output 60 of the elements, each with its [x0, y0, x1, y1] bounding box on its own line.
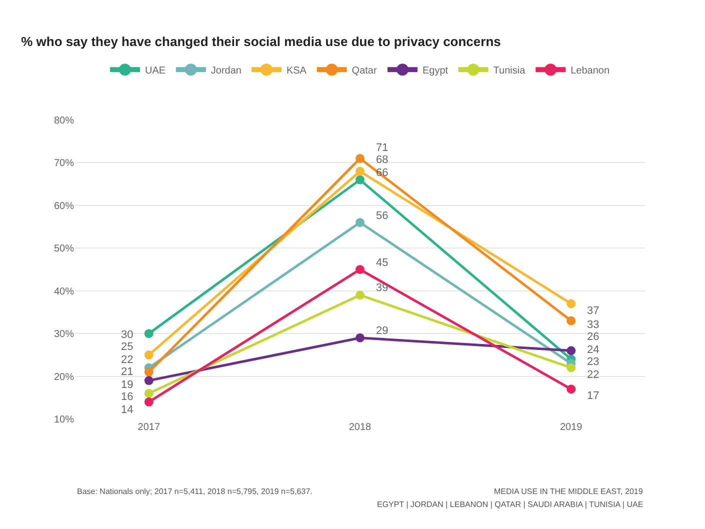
legend-label: UAE: [145, 66, 166, 77]
point: [566, 363, 576, 372]
data-label: 14: [121, 404, 134, 416]
y-tick-label: 20%: [54, 372, 74, 383]
point: [566, 316, 576, 326]
point: [356, 166, 364, 176]
text: EGYPT | JORDAN | LEBANON | QATAR | SAUDI ARABIA | TUNISIA | UAE: [377, 500, 644, 509]
data-label: 19: [121, 379, 134, 391]
point: [144, 350, 154, 360]
data-label: 23: [587, 356, 600, 368]
text: MEDIA USE IN THE MIDDLE EAST, 2019: [494, 487, 644, 496]
data-label: 22: [121, 354, 134, 366]
data-label: 21: [121, 366, 134, 378]
data-label: 25: [121, 341, 134, 353]
y-tick-label: 70%: [54, 158, 74, 170]
data-label: 56: [376, 210, 388, 222]
point: [356, 154, 364, 163]
data-label: 39: [376, 282, 388, 294]
legend-label: Tunisia: [493, 66, 526, 77]
data-label: 29: [376, 325, 388, 337]
x-tick-label: 2018: [348, 422, 372, 433]
point: [566, 384, 576, 394]
data-label: 68: [376, 154, 388, 166]
y-tick-label: 10%: [54, 414, 74, 426]
y-tick-label: 40%: [54, 286, 74, 298]
data-label: 30: [121, 329, 134, 341]
point: [356, 175, 364, 184]
y-tick-label: 30%: [54, 329, 74, 340]
data-label: 22: [587, 369, 600, 381]
legend-label: Lebanon: [570, 66, 610, 77]
y-tick-label: 80%: [54, 116, 74, 126]
data-label: 17: [587, 390, 600, 402]
data-label: 71: [376, 142, 388, 154]
legend-label: KSA: [286, 66, 307, 77]
point: [144, 368, 154, 377]
legend-label: Qatar: [352, 66, 378, 77]
data-label: 37: [587, 305, 600, 317]
point: [356, 290, 364, 300]
data-label: 26: [587, 331, 600, 343]
point: [356, 218, 364, 228]
data-label: 33: [587, 319, 600, 331]
point: [566, 299, 576, 308]
data-label: 24: [587, 344, 600, 356]
legend-label: Jordan: [210, 66, 242, 77]
data-label: 16: [121, 391, 134, 403]
text: Base: Nationals only; 2017 n=5,411, 2018 n=5,795, 2019 n=5,637.: [77, 487, 312, 496]
point: [566, 346, 576, 356]
point: [356, 333, 364, 342]
point: [144, 397, 154, 406]
point: [144, 388, 154, 398]
point: [144, 376, 154, 386]
y-tick-label: 50%: [54, 244, 74, 255]
x-tick-label: 2017: [138, 422, 160, 433]
chart-title: % who say they have changed their social media use due to privacy concerns: [21, 34, 501, 50]
legend-label: Egypt: [422, 66, 448, 77]
x-tick-label: 2019: [560, 422, 583, 433]
point: [144, 329, 154, 338]
y-tick-label: 60%: [54, 200, 74, 212]
point: [356, 265, 364, 274]
data-label: 45: [376, 257, 388, 269]
